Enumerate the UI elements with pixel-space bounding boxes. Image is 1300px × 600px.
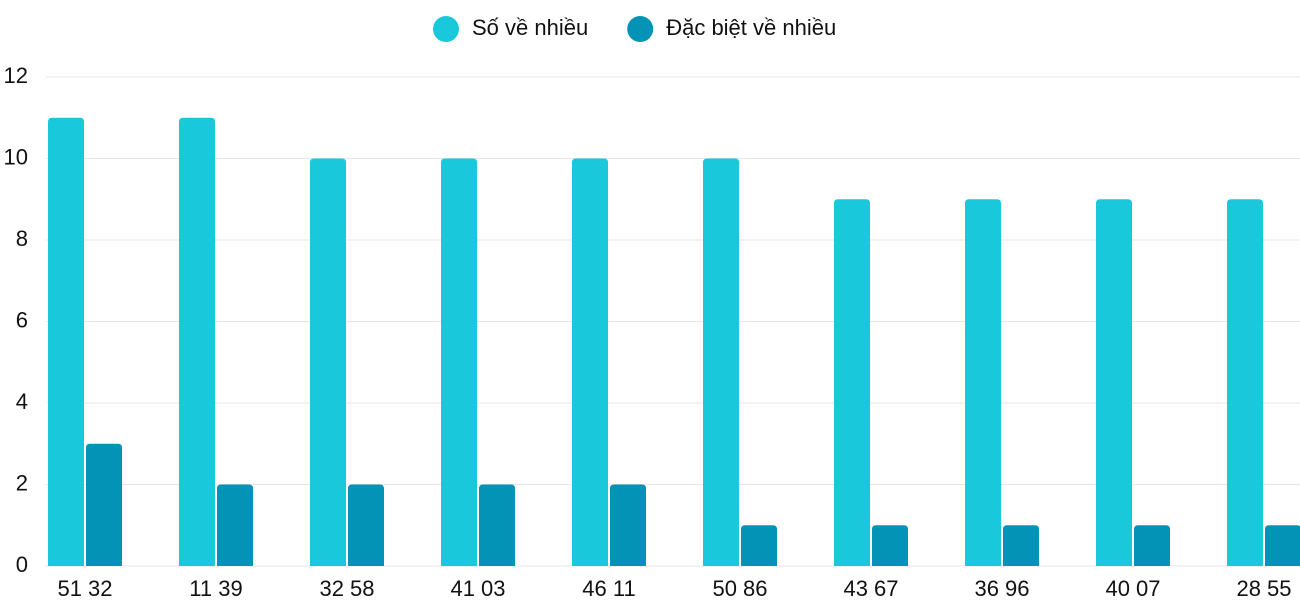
bar (610, 484, 646, 566)
y-tick-label: 0 (16, 552, 28, 577)
bar (86, 443, 122, 566)
x-tick-label: 46 11 (582, 576, 635, 600)
bar (1227, 199, 1263, 566)
bar (1003, 525, 1039, 566)
y-tick-label: 8 (16, 226, 28, 251)
x-tick-label: 40 07 (1105, 576, 1160, 600)
y-tick-label: 2 (16, 470, 28, 495)
x-tick-label: 41 03 (450, 576, 505, 600)
bar (441, 158, 477, 566)
bar (310, 158, 346, 566)
bar (872, 525, 908, 566)
y-tick-label: 4 (16, 389, 28, 414)
bar (834, 199, 870, 566)
y-tick-label: 6 (16, 307, 28, 332)
y-tick-label: 10 (4, 144, 28, 169)
bar (1265, 525, 1300, 566)
bar (572, 158, 608, 566)
bar (179, 117, 215, 566)
legend-swatch (627, 16, 654, 42)
bar (741, 525, 777, 566)
bar (1134, 525, 1170, 566)
y-tick-label: 12 (4, 63, 28, 88)
legend-label: Số về nhiều (472, 15, 588, 40)
x-tick-label: 11 39 (189, 576, 242, 600)
bar (217, 484, 253, 566)
bar (48, 117, 84, 566)
x-tick-label: 36 96 (974, 576, 1029, 600)
x-tick-label: 32 58 (319, 576, 374, 600)
legend-label: Đặc biệt về nhiều (666, 15, 836, 40)
x-tick-label: 43 67 (843, 576, 898, 600)
legend-swatch (433, 16, 459, 42)
bar (703, 158, 739, 566)
x-tick-label: 28 55 (1236, 576, 1291, 600)
bar (965, 199, 1001, 566)
x-tick-label: 51 32 (57, 576, 112, 600)
bar (479, 484, 515, 566)
x-tick-label: 50 86 (712, 576, 767, 600)
bar (348, 484, 384, 566)
bar (1096, 199, 1132, 566)
